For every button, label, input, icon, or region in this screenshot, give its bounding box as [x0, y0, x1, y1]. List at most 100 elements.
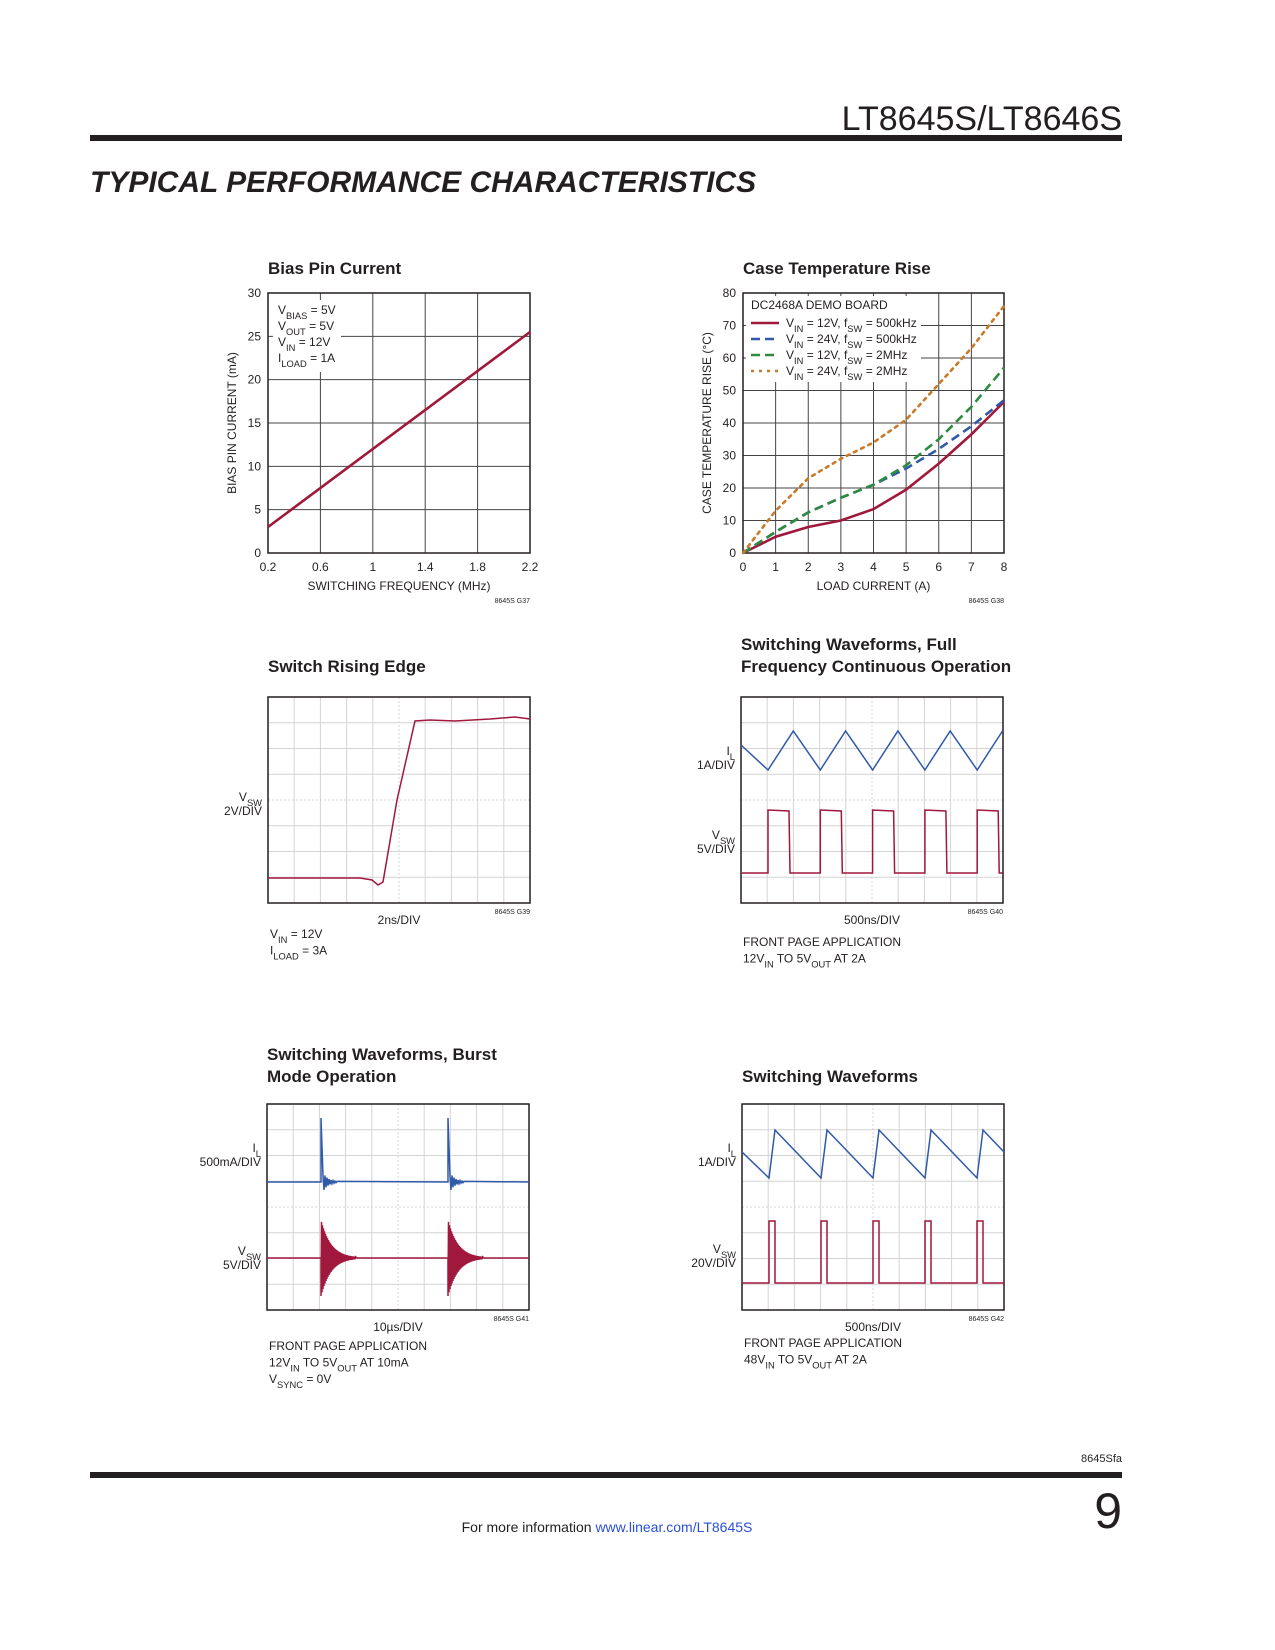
channel-label: VSW: [712, 828, 735, 846]
y-tick-label: 30: [723, 449, 737, 463]
note: VSYNC = 0V: [269, 1372, 331, 1390]
note-part: TO 5V: [300, 1356, 338, 1370]
annotation-part: = 5V: [307, 303, 335, 317]
note: FRONT PAGE APPLICATION: [743, 935, 901, 949]
note-part: FRONT PAGE APPLICATION: [743, 935, 901, 949]
x-tick-label: 6: [935, 560, 942, 574]
y-tick-label: 20: [723, 481, 737, 495]
note: ILOAD = 3A: [270, 944, 327, 962]
annotation: ILOAD = 1A: [278, 351, 335, 369]
channel-scale: 1A/DIV: [698, 1155, 736, 1169]
chart-title: Mode Operation: [267, 1067, 396, 1086]
note-part: V: [270, 927, 278, 941]
annotation-part: OUT: [286, 327, 306, 337]
x-tick-label: 4: [870, 560, 877, 574]
channel-label-part: L: [730, 752, 735, 762]
annotation-part: LOAD: [281, 359, 307, 369]
data-line: [742, 366, 1005, 555]
legend-entry: VIN = 12V, fSW = 2MHz: [786, 348, 907, 366]
channel-label-part: SW: [720, 836, 735, 846]
annotation-part: V: [278, 303, 286, 317]
channel-label-part: I: [252, 1141, 255, 1155]
scope-frame: [740, 696, 1004, 904]
channel-scale: 1A/DIV: [697, 758, 735, 772]
channel-label-part: I: [727, 1141, 730, 1155]
channel-label-part: V: [239, 790, 247, 804]
annotation-part: V: [278, 319, 286, 333]
channel-label: VSW: [238, 1244, 261, 1262]
note-part: OUT: [337, 1364, 357, 1374]
note-part: OUT: [812, 1361, 832, 1371]
note-part: IN: [764, 960, 773, 970]
note-part: IN: [290, 1364, 299, 1374]
x-tick-label: 2: [805, 560, 812, 574]
x-tick-label: 3: [838, 560, 845, 574]
legend-entry-part: IN: [794, 340, 803, 350]
channel-label-part: V: [713, 1242, 721, 1256]
scope-trace: [742, 1220, 1004, 1284]
footer-info: For more information www.linear.com/LT86…: [462, 1519, 753, 1535]
legend-entry-part: SW: [847, 340, 862, 350]
chart-title: Bias Pin Current: [268, 259, 402, 278]
timebase: 500ns/DIV: [844, 913, 900, 927]
figure-code: 8645S G39: [495, 909, 531, 916]
y-tick-label: 20: [248, 373, 262, 387]
note-part: AT 10mA: [357, 1356, 409, 1370]
note-part: FRONT PAGE APPLICATION: [744, 1336, 902, 1350]
channel-label-part: V: [712, 828, 720, 842]
note-part: OUT: [811, 960, 831, 970]
y-tick-label: 80: [723, 286, 737, 300]
chart-title: Switching Waveforms, Full: [741, 635, 957, 654]
x-axis-label: LOAD CURRENT (A): [817, 579, 931, 593]
scope-frame: [266, 1103, 530, 1311]
note-part: LOAD: [273, 952, 299, 962]
x-tick-label: 1: [772, 560, 779, 574]
note-part: I: [270, 944, 273, 958]
channel-label: IL: [726, 744, 735, 762]
legend-entry: VIN = 24V, fSW = 500kHz: [786, 332, 917, 350]
legend-entry-part: = 12V, f: [803, 348, 848, 362]
legend-entry-part: = 500kHz: [862, 316, 916, 330]
y-tick-label: 15: [248, 416, 262, 430]
x-tick-label: 7: [968, 560, 975, 574]
y-tick-label: 0: [254, 546, 261, 560]
legend-entry-part: V: [786, 348, 794, 362]
figure-code: 8645S G41: [494, 1316, 530, 1323]
legend-entry-part: V: [786, 364, 794, 378]
annotation-part: = 1A: [307, 351, 335, 365]
annotation: VOUT = 5V: [278, 319, 334, 337]
timebase: 10µs/DIV: [373, 1320, 423, 1334]
header-rule: [90, 135, 1122, 141]
scope-frame: [741, 1103, 1005, 1311]
legend-entry-part: V: [786, 316, 794, 330]
y-tick-label: 0: [729, 546, 736, 560]
y-tick-label: 5: [254, 503, 261, 517]
x-tick-label: 2.2: [522, 560, 539, 574]
legend-entry-part: IN: [794, 324, 803, 334]
legend-box: [746, 296, 921, 382]
channel-label: IL: [727, 1141, 736, 1159]
note-part: = 3A: [299, 944, 327, 958]
x-tick-label: 1: [369, 560, 376, 574]
chart-title: Frequency Continuous Operation: [741, 657, 1011, 676]
note-part: SYNC: [277, 1380, 303, 1390]
legend-entry-part: IN: [794, 372, 803, 382]
part-number: LT8645S/LT8646S: [842, 100, 1122, 138]
channel-label: VSW: [713, 1242, 736, 1260]
legend-entry-part: = 2MHz: [862, 348, 907, 362]
y-tick-label: 30: [248, 286, 262, 300]
scope-trace: [267, 1221, 529, 1297]
legend-entry: VIN = 12V, fSW = 500kHz: [786, 316, 917, 334]
legend-entry-part: SW: [847, 356, 862, 366]
info-link[interactable]: www.linear.com/LT8645S: [594, 1519, 752, 1535]
note: FRONT PAGE APPLICATION: [744, 1336, 902, 1350]
legend-entry-part: V: [786, 332, 794, 346]
note-part: = 0V: [303, 1372, 331, 1386]
channel-scale: 20V/DIV: [691, 1256, 736, 1270]
chart-title: Switching Waveforms: [742, 1067, 918, 1086]
legend-entry-part: = 12V, f: [803, 316, 848, 330]
channel-scale: 5V/DIV: [697, 842, 735, 856]
scope-trace: [741, 809, 1003, 874]
